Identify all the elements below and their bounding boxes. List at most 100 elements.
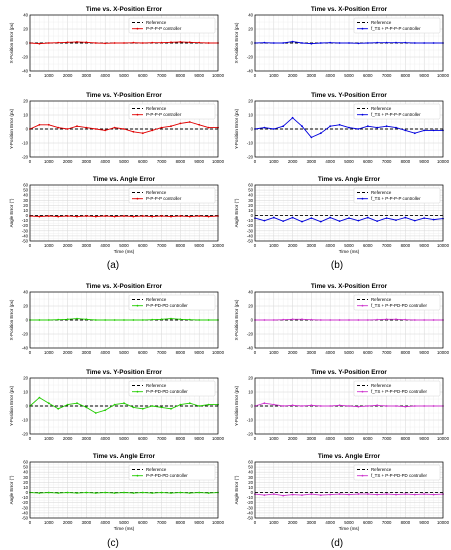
y-tick-label: 30	[248, 475, 253, 480]
data-point	[319, 220, 322, 223]
data-point	[94, 42, 97, 44]
data-point	[385, 493, 388, 495]
y-tick-label: 10	[248, 113, 253, 118]
data-point	[366, 319, 369, 321]
data-point	[198, 491, 201, 494]
data-point	[376, 126, 379, 129]
data-point	[198, 319, 201, 321]
legend-label: Reference	[371, 106, 392, 111]
x-tick-label: 1000	[44, 73, 54, 78]
data-point	[104, 319, 107, 321]
x-tick-label: 1000	[44, 436, 54, 441]
x-tick-label: 5000	[344, 159, 354, 164]
x-tick-label: 2000	[288, 350, 298, 355]
legend-label: P-P-P-P controller	[146, 196, 182, 201]
data-point	[404, 41, 407, 44]
x-tick-label: 0	[29, 243, 32, 248]
x-tick-label: 0	[29, 520, 32, 525]
chart-5: 0 1000 2000 3000 4000 5000 6000 7000 8000 9000 100…	[9, 176, 225, 254]
panel-caption-d: (d)	[331, 538, 343, 549]
x-tick-label: 2000	[288, 73, 298, 78]
x-tick-label: 7000	[157, 73, 167, 78]
data-point	[301, 42, 303, 44]
y-tick-label: 0	[26, 404, 29, 409]
chart-title: Time vs. Angle Error	[93, 176, 156, 183]
y-tick-label: -20	[22, 332, 29, 337]
data-point	[432, 405, 435, 407]
data-point	[423, 319, 426, 321]
x-tick-label: 7000	[382, 350, 392, 355]
data-point	[385, 125, 388, 128]
x-tick-label: 1000	[269, 243, 279, 248]
legend-marker	[361, 304, 364, 307]
data-point	[329, 493, 332, 496]
data-point	[282, 318, 285, 321]
data-point	[141, 132, 144, 135]
y-tick-label: 10	[248, 208, 253, 213]
x-tick-label: 10000	[212, 243, 225, 248]
x-tick-label: 6000	[363, 243, 373, 248]
axes-frame	[29, 14, 219, 72]
x-tick-label: 5000	[344, 243, 354, 248]
data-point	[395, 493, 397, 496]
y-tick-label: 0	[251, 213, 254, 218]
y-tick-label: 60	[248, 460, 253, 465]
data-point	[291, 40, 294, 43]
y-tick-label: 20	[23, 203, 28, 208]
data-point	[94, 492, 97, 494]
data-point	[366, 125, 369, 128]
y-tick-label: 0	[251, 490, 254, 495]
y-tick-label: 20	[23, 304, 28, 309]
axes-frame	[254, 100, 444, 158]
legend-box	[353, 103, 441, 120]
y-tick-label: -20	[247, 432, 254, 437]
charts-layer: 0 1000 2000 3000 4000 5000 6000 7000 8000 9000 100…	[9, 6, 450, 531]
x-tick-label: 3000	[307, 436, 317, 441]
y-tick-label: -20	[22, 223, 29, 228]
legend-label: f_TS + P-P-P-P controller	[371, 112, 421, 117]
data-point	[413, 132, 416, 135]
axes-frame	[29, 291, 219, 349]
x-tick-label: 7000	[382, 520, 392, 525]
data-point	[376, 493, 379, 496]
data-point	[348, 405, 350, 407]
data-point	[94, 215, 97, 218]
data-point	[160, 491, 163, 494]
data-point	[329, 41, 332, 44]
data-point	[423, 42, 426, 44]
data-point	[38, 123, 41, 126]
y-tick-label: -20	[247, 155, 254, 160]
data-point	[66, 128, 69, 130]
data-point	[188, 492, 191, 494]
data-point	[310, 42, 313, 45]
chart-title: Time vs. Y-Position Error	[86, 369, 162, 376]
data-point	[76, 317, 78, 320]
x-tick-label: 8000	[401, 73, 411, 78]
data-point	[179, 491, 182, 494]
legend-label: f_TS + P-P-PD-PD controller	[371, 473, 428, 478]
y-tick-label: 60	[23, 460, 28, 465]
data-point	[170, 407, 172, 410]
data-point	[104, 129, 107, 132]
y-tick-label: 30	[23, 198, 28, 203]
data-point	[85, 41, 88, 44]
x-tick-label: 6000	[363, 73, 373, 78]
y-tick-label: 0	[251, 127, 254, 132]
axes-frame	[29, 184, 219, 242]
x-tick-label: 1000	[269, 159, 279, 164]
y-tick-label: 50	[23, 465, 28, 470]
x-tick-label: 9000	[419, 350, 429, 355]
x-tick-label: 2000	[288, 436, 298, 441]
x-tick-label: 1000	[44, 159, 54, 164]
x-tick-label: 2000	[63, 350, 73, 355]
legend-marker	[361, 197, 364, 200]
data-point	[104, 491, 107, 494]
x-tick-label: 5000	[119, 159, 129, 164]
y-axis-label: Y-Position Error (px)	[234, 385, 239, 426]
x-tick-label: 8000	[176, 159, 186, 164]
x-tick-label: 0	[254, 436, 257, 441]
x-tick-label: 6000	[363, 520, 373, 525]
data-point	[38, 215, 41, 218]
